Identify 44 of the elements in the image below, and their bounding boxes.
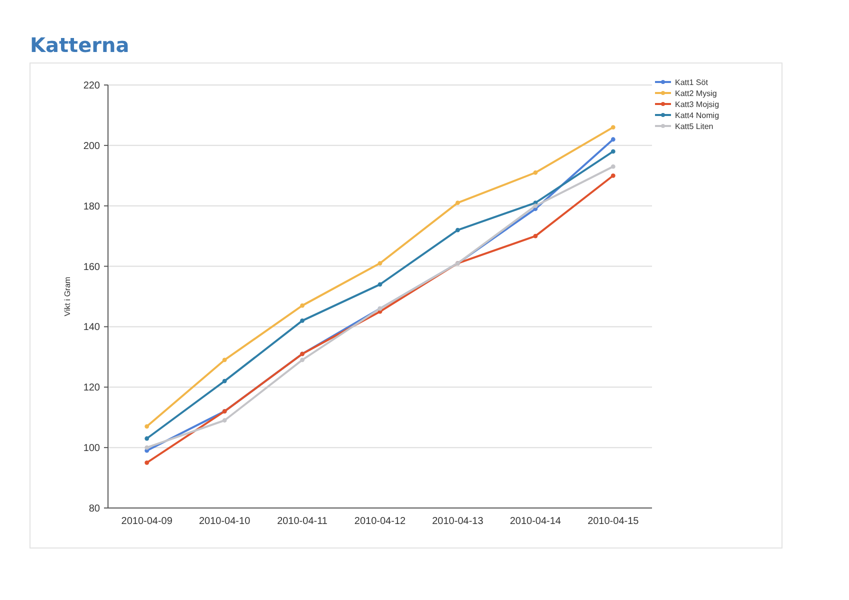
point — [222, 358, 227, 362]
x-tick-label: 2010-04-14 — [510, 516, 562, 527]
point — [610, 137, 616, 142]
point — [300, 358, 304, 362]
point — [144, 460, 150, 465]
point — [300, 303, 304, 308]
x-tick-label: 2010-04-12 — [354, 516, 406, 527]
legend-label: Katt3 Mojsig — [675, 100, 720, 109]
x-tick-label: 2010-04-09 — [121, 516, 173, 527]
point — [610, 173, 616, 178]
point — [533, 204, 538, 208]
point — [378, 282, 382, 287]
point — [533, 170, 538, 175]
legend-label: Katt2 Mysig — [675, 88, 717, 98]
legend-label: Katt5 Liten — [675, 122, 714, 131]
legend-label: Katt1 Söt — [675, 78, 709, 87]
legend-label: Katt4 Nomig — [675, 110, 720, 120]
x-tick-label: 2010-04-15 — [588, 516, 640, 527]
point — [222, 418, 227, 423]
point — [378, 261, 382, 266]
y-tick-label: 200 — [83, 140, 100, 152]
point — [456, 200, 460, 206]
x-tick-label: 2010-04-11 — [277, 516, 328, 527]
point — [610, 125, 616, 130]
point — [610, 149, 616, 154]
y-tick-label: 180 — [83, 201, 100, 212]
point — [300, 318, 304, 323]
point — [610, 164, 616, 169]
point — [456, 228, 460, 232]
y-tick-label: 120 — [83, 382, 100, 394]
point — [144, 445, 150, 450]
point — [533, 234, 538, 238]
x-tick-label: 2010-04-10 — [198, 516, 251, 527]
y-tick-label: 80 — [88, 504, 100, 514]
y-tick-label: 160 — [83, 262, 100, 273]
y-tick-label: 220 — [83, 80, 100, 92]
point — [222, 378, 227, 384]
x-tick-label: 2010-04-13 — [432, 516, 484, 527]
y-axis-title: Vikt i Gram — [63, 276, 72, 316]
point — [144, 436, 150, 441]
y-tick-label: 100 — [83, 443, 100, 454]
y-tick-label: 140 — [83, 322, 100, 334]
chart-title: Katterna — [30, 33, 130, 57]
point — [144, 424, 150, 429]
